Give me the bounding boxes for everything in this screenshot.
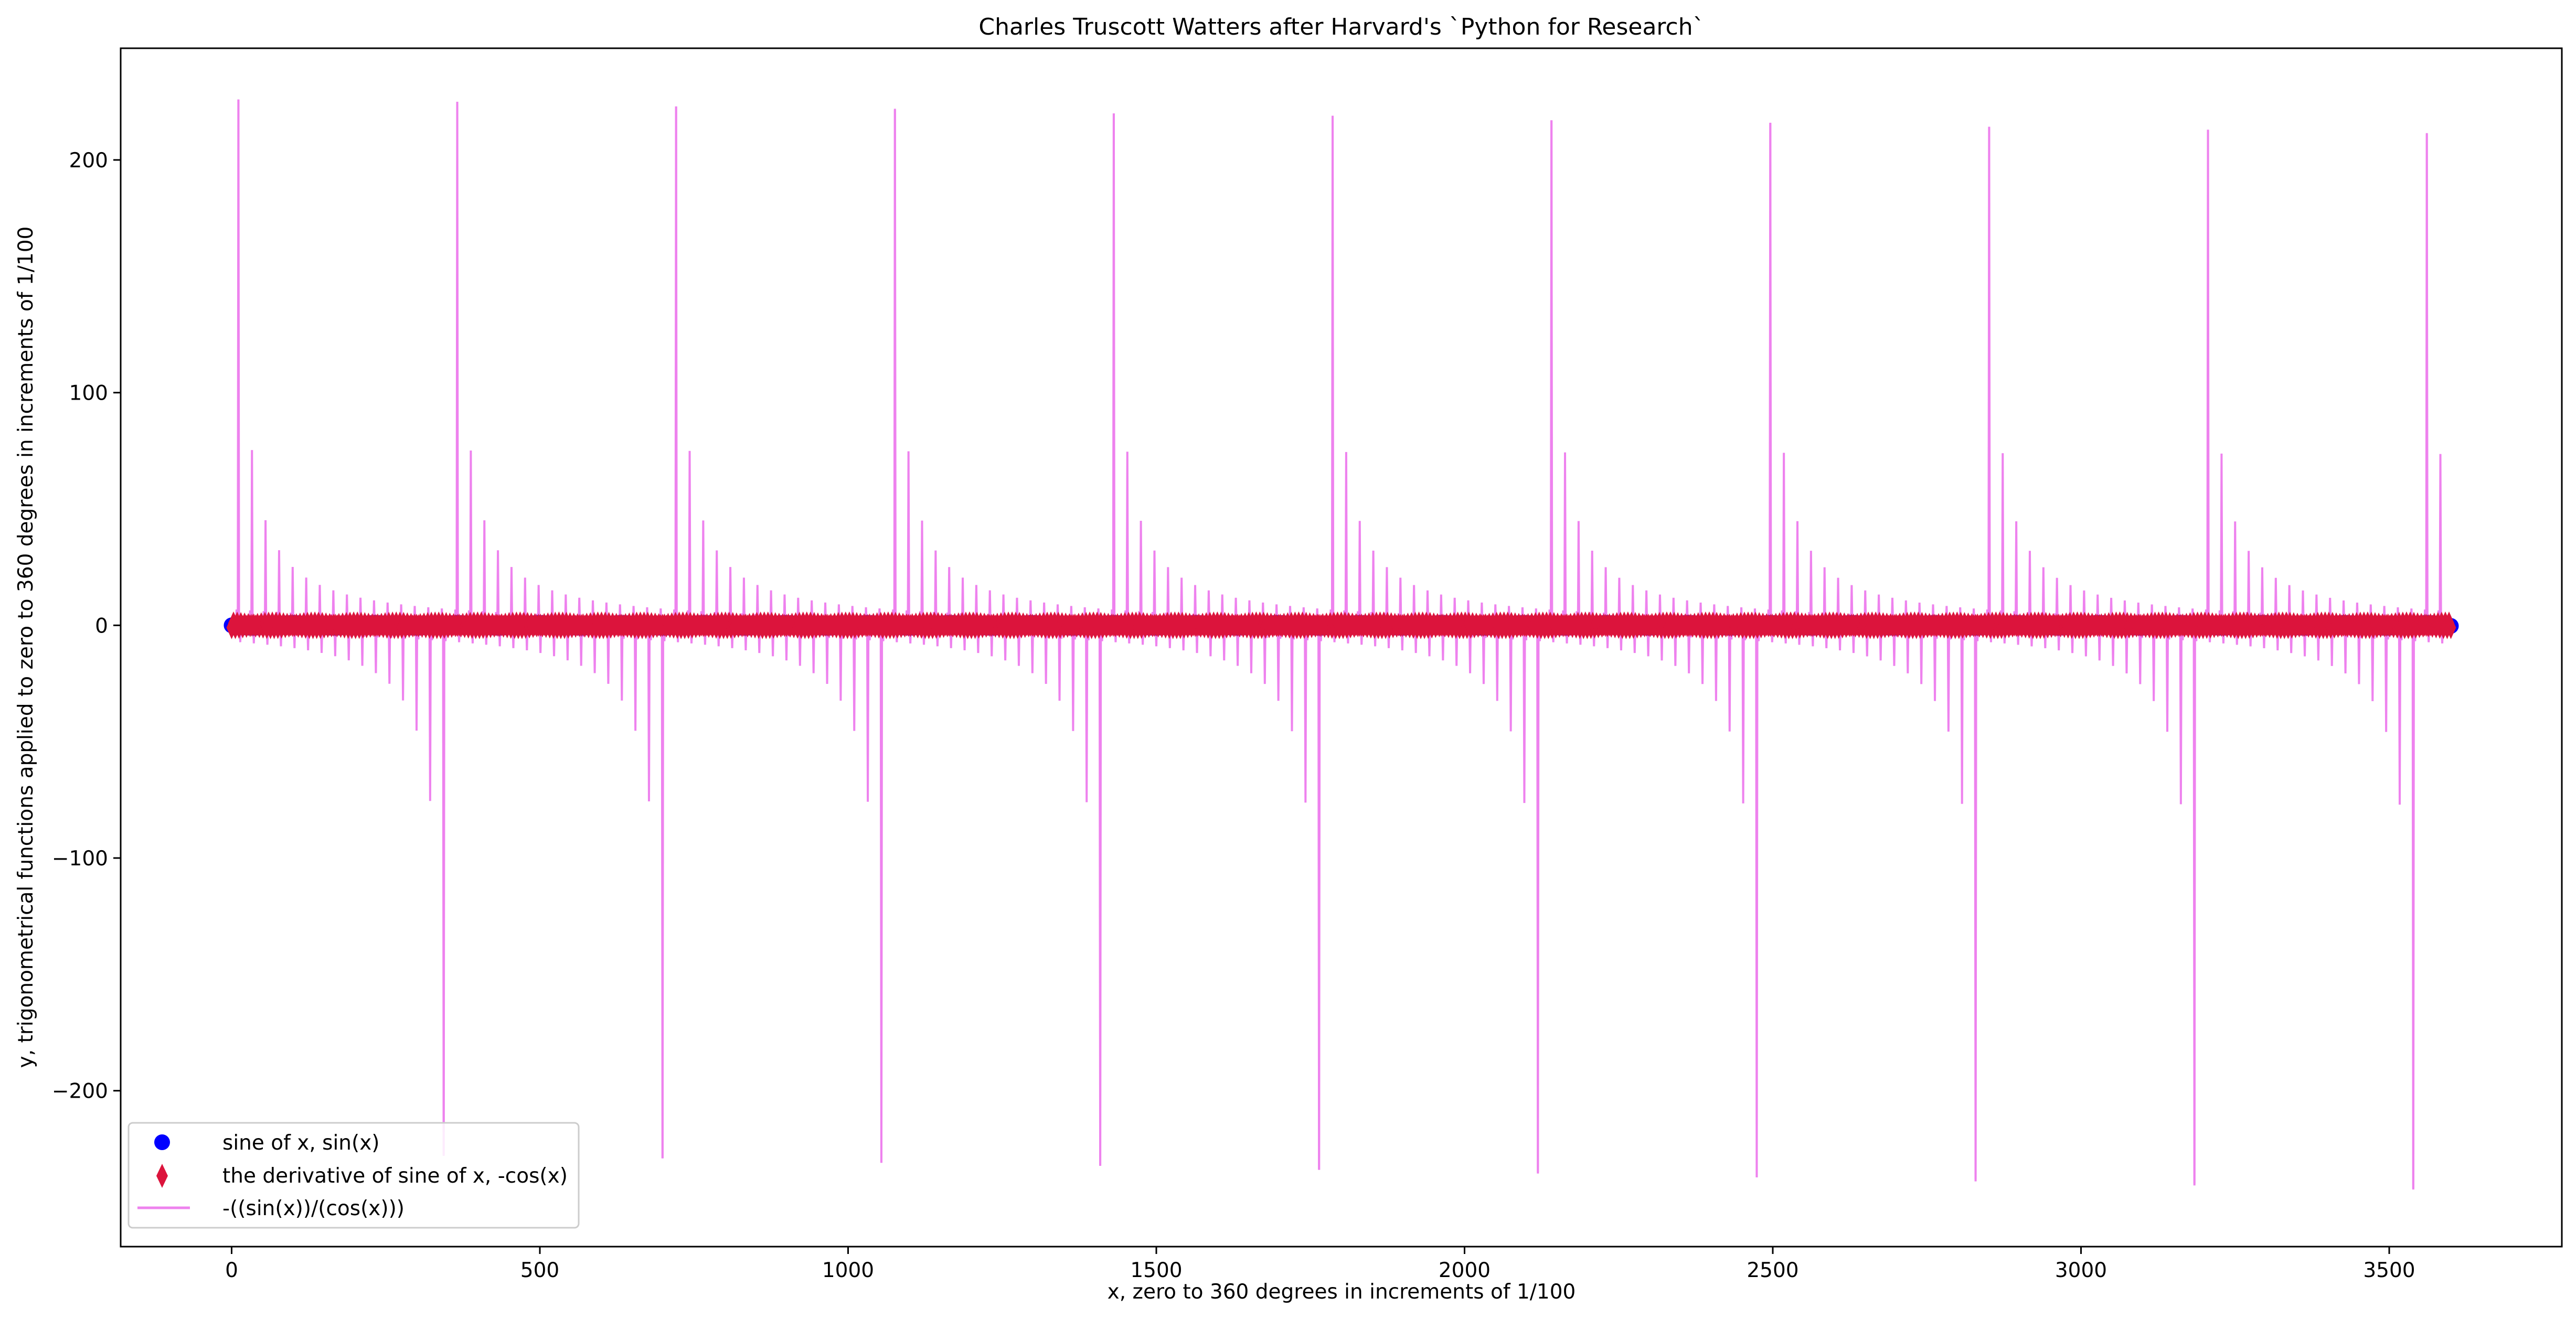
legend-marker-derivative — [156, 1164, 168, 1188]
legend-box — [127, 1122, 580, 1229]
y-tick-label: 200 — [69, 149, 108, 173]
series-derivative-markers — [226, 611, 2456, 639]
legend: sine of x, sin(x) the derivative of sine… — [127, 1122, 580, 1229]
x-tick-label: 1000 — [822, 1259, 874, 1282]
x-tick-label: 3500 — [2363, 1259, 2415, 1282]
x-tick-label: 0 — [225, 1259, 238, 1282]
y-tick-label: 100 — [69, 382, 108, 405]
x-axis-label: x, zero to 360 degrees in increments of … — [1108, 1280, 1576, 1304]
legend-label-derivative: the derivative of sine of x, -cos(x) — [222, 1164, 568, 1188]
legend-marker-sine — [154, 1134, 170, 1150]
x-tick-label: 2500 — [1747, 1259, 1798, 1282]
chart-title: Charles Truscott Watters after Harvard's… — [978, 14, 1704, 40]
y-tick-label: −200 — [52, 1080, 108, 1103]
y-axis-label: y, trigonometrical functions applied to … — [14, 227, 38, 1068]
plot-area — [223, 99, 2459, 1190]
plot-frame — [120, 47, 2563, 1248]
derivative-point — [2445, 616, 2456, 639]
x-tick-label: 3000 — [2055, 1259, 2107, 1282]
legend-label-tangent: -((sin(x))/(cos(x))) — [222, 1197, 405, 1220]
x-tick-label: 2000 — [1439, 1259, 1491, 1282]
x-tick-label: 500 — [520, 1259, 559, 1282]
y-tick-label: −100 — [52, 847, 108, 871]
y-tick-label: 0 — [95, 614, 108, 638]
x-tick-label: 1500 — [1130, 1259, 1182, 1282]
axes-ticks: 0 500 1000 1500 2000 2500 3000 3500 −200 −100 0 100… — [52, 149, 2415, 1282]
legend-label-sine: sine of x, sin(x) — [222, 1131, 380, 1155]
